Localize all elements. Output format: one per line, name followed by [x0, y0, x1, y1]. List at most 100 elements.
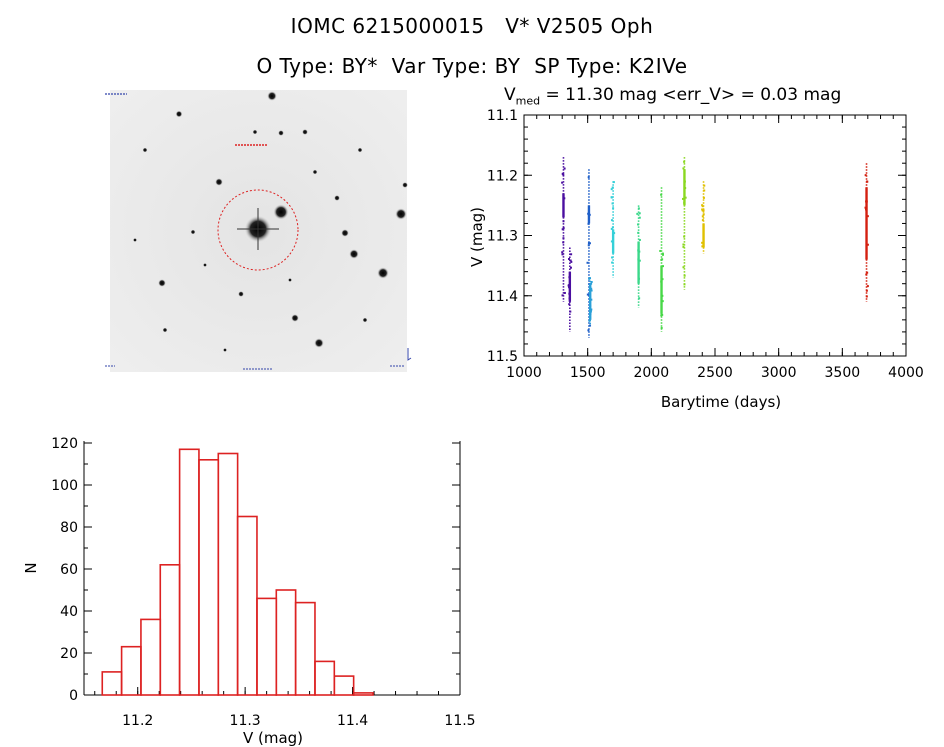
- data-point: [638, 259, 641, 262]
- data-point: [611, 261, 614, 264]
- x-tick-label: 3000: [761, 365, 797, 381]
- data-point: [702, 213, 705, 216]
- data-point: [683, 201, 686, 204]
- data-point: [570, 260, 573, 263]
- data-point: [682, 167, 685, 170]
- data-point: [588, 287, 591, 290]
- data-point: [563, 167, 566, 170]
- data-point: [866, 243, 869, 246]
- data-point: [865, 295, 868, 298]
- data-point: [660, 193, 663, 196]
- data-point: [587, 222, 590, 225]
- data-point: [683, 274, 686, 277]
- data-point: [562, 220, 565, 223]
- y-tick-label: 60: [60, 562, 78, 578]
- data-point: [570, 253, 573, 256]
- data-point: [661, 294, 664, 297]
- data-point: [587, 242, 590, 245]
- data-point: [561, 251, 564, 254]
- light-curve-plot: 1000 1500 2000 2500 3000 3500 4000 11.1 11.2 11.3…: [468, 108, 924, 411]
- y-tick-label: 80: [60, 520, 78, 536]
- sky-image: [105, 90, 412, 372]
- histogram-bar: [236, 515, 258, 696]
- data-point: [701, 209, 704, 212]
- y-tick-label: 11.5: [487, 349, 518, 365]
- data-point: [587, 212, 590, 215]
- data-point: [701, 245, 704, 248]
- data-point: [866, 285, 869, 288]
- x-tick-label: 11.4: [337, 713, 368, 729]
- data-point: [568, 297, 571, 300]
- data-point: [612, 181, 615, 184]
- data-point: [638, 216, 641, 219]
- data-point: [865, 208, 868, 211]
- data-point: [701, 215, 704, 218]
- data-point: [610, 219, 613, 222]
- data-point: [659, 249, 662, 252]
- x-tick-label: 1500: [570, 365, 606, 381]
- data-point: [568, 286, 571, 289]
- x-tick-label: 4000: [888, 365, 924, 381]
- data-point: [702, 233, 705, 236]
- data-point: [589, 304, 592, 307]
- vmed-stat: Vmed = 11.30 mag <err_V> = 0.03 mag: [504, 85, 842, 108]
- histogram-bar: [314, 660, 336, 696]
- data-point: [586, 261, 589, 264]
- data-point: [589, 309, 592, 312]
- x-tick-label: 1000: [506, 365, 542, 381]
- data-point: [865, 273, 868, 276]
- data-point: [866, 180, 869, 183]
- data-point: [702, 196, 705, 199]
- x-tick-label: 2000: [634, 365, 670, 381]
- y-tick-label: 11.1: [487, 108, 518, 124]
- data-point: [610, 227, 613, 230]
- data-point: [661, 278, 664, 281]
- data-point: [701, 208, 704, 211]
- data-point: [613, 232, 616, 235]
- data-point: [588, 277, 591, 280]
- data-point: [682, 245, 685, 248]
- data-point: [612, 207, 615, 210]
- data-point: [590, 308, 593, 311]
- histogram-bars: [101, 448, 374, 696]
- data-point: [638, 238, 641, 241]
- data-point: [661, 313, 664, 316]
- data-point: [865, 200, 868, 203]
- light-curve-axes: 1000 1500 2000 2500 3000 3500 4000 11.1 11.2 11.3…: [487, 108, 924, 381]
- data-point: [561, 294, 564, 297]
- star-field: [133, 91, 408, 352]
- data-point: [563, 197, 566, 200]
- data-point: [683, 235, 686, 238]
- x-tick-label: 11.3: [230, 713, 261, 729]
- histogram-bar: [178, 448, 200, 696]
- data-point: [661, 253, 664, 256]
- y-tick-label: 120: [51, 436, 78, 452]
- y-tick-label: 11.2: [487, 168, 518, 184]
- data-point: [590, 280, 593, 283]
- compass-mark: [407, 348, 412, 361]
- data-point: [569, 266, 572, 269]
- data-point: [638, 297, 641, 300]
- data-point: [660, 326, 663, 329]
- histogram-bar: [294, 601, 316, 696]
- data-point: [701, 241, 704, 244]
- y-tick-label: 100: [51, 478, 78, 494]
- data-point: [561, 228, 564, 231]
- data-point: [563, 291, 566, 294]
- data-point: [562, 237, 565, 240]
- target-circle: [217, 189, 299, 271]
- data-point: [611, 202, 614, 205]
- data-point: [661, 265, 664, 268]
- data-point: [611, 186, 614, 189]
- histogram-bar: [256, 597, 278, 696]
- data-point: [569, 310, 572, 313]
- histogram-xlabel: V (mag): [243, 729, 303, 747]
- data-point: [638, 277, 641, 280]
- data-point: [611, 256, 614, 259]
- data-point: [637, 207, 640, 210]
- chart-title-line2: O Type: BY* Var Type: BY SP Type: K2IVe: [256, 54, 688, 78]
- data-point: [864, 174, 867, 177]
- data-point: [701, 204, 704, 207]
- data-point: [568, 281, 571, 284]
- data-point: [610, 196, 613, 199]
